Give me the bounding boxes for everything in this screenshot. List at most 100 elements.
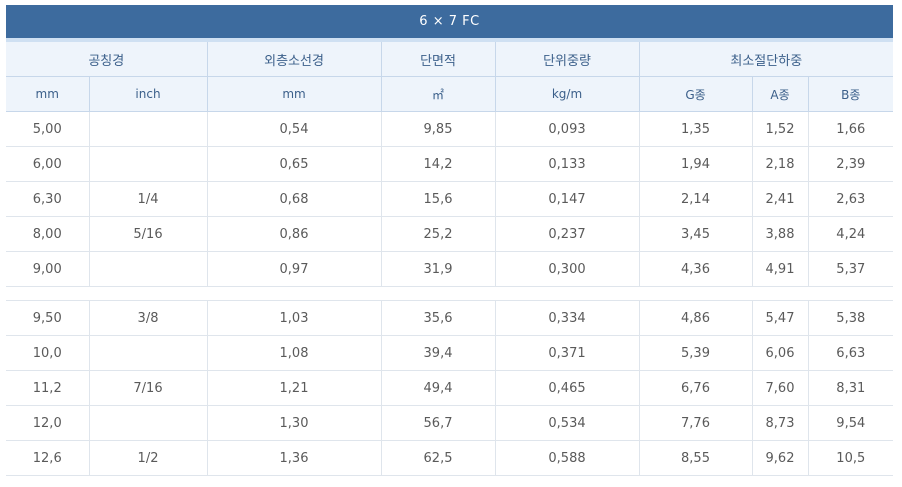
cell-strand: 0,86 [206, 216, 382, 252]
header-min-breaking-load: 최소절단하중 [638, 42, 894, 77]
cell-b: 1,66 [807, 111, 894, 147]
cell-weight: 0,588 [494, 440, 640, 476]
cell-a: 3,88 [751, 216, 809, 252]
cell-b: 8,31 [807, 370, 894, 406]
cell-inch: 3/8 [88, 300, 208, 336]
cell-mm: 10,0 [6, 335, 89, 371]
cell-b: 10,5 [807, 440, 894, 476]
header-unit-weight: 단위중량 [494, 42, 640, 77]
cell-inch: 5/16 [88, 216, 208, 252]
cell-g: 8,55 [638, 440, 753, 476]
cell-mm: 9,00 [6, 251, 89, 287]
cell-area: 35,6 [380, 300, 496, 336]
subheader-weight-unit: kg/m [494, 76, 640, 112]
cell-weight: 0,093 [494, 111, 640, 147]
cell-weight: 0,371 [494, 335, 640, 371]
cell-strand: 0,54 [206, 111, 382, 147]
table-row: 12,6 1/2 1,36 62,5 0,588 8,55 9,62 10,5 [6, 440, 894, 476]
cell-strand: 1,03 [206, 300, 382, 336]
cell-mm: 6,00 [6, 146, 89, 182]
cell-a: 4,91 [751, 251, 809, 287]
cell-area: 25,2 [380, 216, 496, 252]
cell-g: 1,35 [638, 111, 753, 147]
cell-b: 6,63 [807, 335, 894, 371]
cell-g: 6,76 [638, 370, 753, 406]
cell-strand: 1,30 [206, 405, 382, 441]
table-body: 5,00 0,54 9,85 0,093 1,35 1,52 1,66 6,00 0,65 14,… [6, 111, 894, 476]
spec-table-panel: 6 × 7 FC 공칭경 외층소선경 단면적 단위중량 최소절단하중 mm in… [6, 5, 894, 476]
cell-a: 2,18 [751, 146, 809, 182]
cell-area: 39,4 [380, 335, 496, 371]
cell-a: 8,73 [751, 405, 809, 441]
cell-mm: 9,50 [6, 300, 89, 336]
header-strand-diameter: 외층소선경 [206, 42, 382, 77]
cell-g: 5,39 [638, 335, 753, 371]
cell-weight: 0,133 [494, 146, 640, 182]
cell-area: 9,85 [380, 111, 496, 147]
group-separator [6, 286, 894, 301]
cell-inch [88, 251, 208, 287]
table-row: 6,30 1/4 0,68 15,6 0,147 2,14 2,41 2,63 [6, 181, 894, 217]
subheader-grade-a: A종 [751, 76, 809, 112]
cell-weight: 0,237 [494, 216, 640, 252]
table-header: 공칭경 외층소선경 단면적 단위중량 최소절단하중 mm inch mm ㎡ k… [6, 42, 894, 112]
cell-inch [88, 111, 208, 147]
cell-b: 4,24 [807, 216, 894, 252]
cell-g: 4,86 [638, 300, 753, 336]
cell-b: 5,37 [807, 251, 894, 287]
cell-b: 5,38 [807, 300, 894, 336]
group-separator-cell [6, 286, 894, 301]
cell-area: 56,7 [380, 405, 496, 441]
table-row: 12,0 1,30 56,7 0,534 7,76 8,73 9,54 [6, 405, 894, 441]
cell-g: 3,45 [638, 216, 753, 252]
cell-g: 7,76 [638, 405, 753, 441]
cell-weight: 0,147 [494, 181, 640, 217]
cell-inch [88, 146, 208, 182]
cell-weight: 0,334 [494, 300, 640, 336]
cell-strand: 0,97 [206, 251, 382, 287]
cell-mm: 8,00 [6, 216, 89, 252]
cell-mm: 6,30 [6, 181, 89, 217]
cell-inch: 1/2 [88, 440, 208, 476]
cell-a: 2,41 [751, 181, 809, 217]
cell-inch: 1/4 [88, 181, 208, 217]
cell-weight: 0,534 [494, 405, 640, 441]
header-cross-section: 단면적 [380, 42, 496, 77]
cell-strand: 1,08 [206, 335, 382, 371]
cell-a: 5,47 [751, 300, 809, 336]
cell-inch: 7/16 [88, 370, 208, 406]
cell-mm: 11,2 [6, 370, 89, 406]
cell-a: 1,52 [751, 111, 809, 147]
cell-mm: 12,0 [6, 405, 89, 441]
cell-area: 49,4 [380, 370, 496, 406]
cell-g: 1,94 [638, 146, 753, 182]
subheader-strand-mm: mm [206, 76, 382, 112]
table-row: 10,0 1,08 39,4 0,371 5,39 6,06 6,63 [6, 335, 894, 371]
table-row: 9,50 3/8 1,03 35,6 0,334 4,86 5,47 5,38 [6, 300, 894, 336]
cell-a: 7,60 [751, 370, 809, 406]
cell-area: 31,9 [380, 251, 496, 287]
cell-a: 6,06 [751, 335, 809, 371]
cell-b: 2,63 [807, 181, 894, 217]
cell-area: 62,5 [380, 440, 496, 476]
subheader-grade-g: G종 [638, 76, 753, 112]
cell-mm: 12,6 [6, 440, 89, 476]
subheader-inch: inch [88, 76, 208, 112]
cell-inch [88, 405, 208, 441]
table-title: 6 × 7 FC [6, 5, 893, 42]
cell-strand: 1,36 [206, 440, 382, 476]
cell-g: 2,14 [638, 181, 753, 217]
cell-b: 2,39 [807, 146, 894, 182]
subheader-area-unit: ㎡ [380, 76, 496, 112]
cell-area: 15,6 [380, 181, 496, 217]
table-row: 11,2 7/16 1,21 49,4 0,465 6,76 7,60 8,31 [6, 370, 894, 406]
subheader-mm: mm [6, 76, 89, 112]
cell-strand: 1,21 [206, 370, 382, 406]
cell-weight: 0,465 [494, 370, 640, 406]
cell-inch [88, 335, 208, 371]
cell-weight: 0,300 [494, 251, 640, 287]
cell-strand: 0,68 [206, 181, 382, 217]
cell-g: 4,36 [638, 251, 753, 287]
cell-area: 14,2 [380, 146, 496, 182]
cell-a: 9,62 [751, 440, 809, 476]
